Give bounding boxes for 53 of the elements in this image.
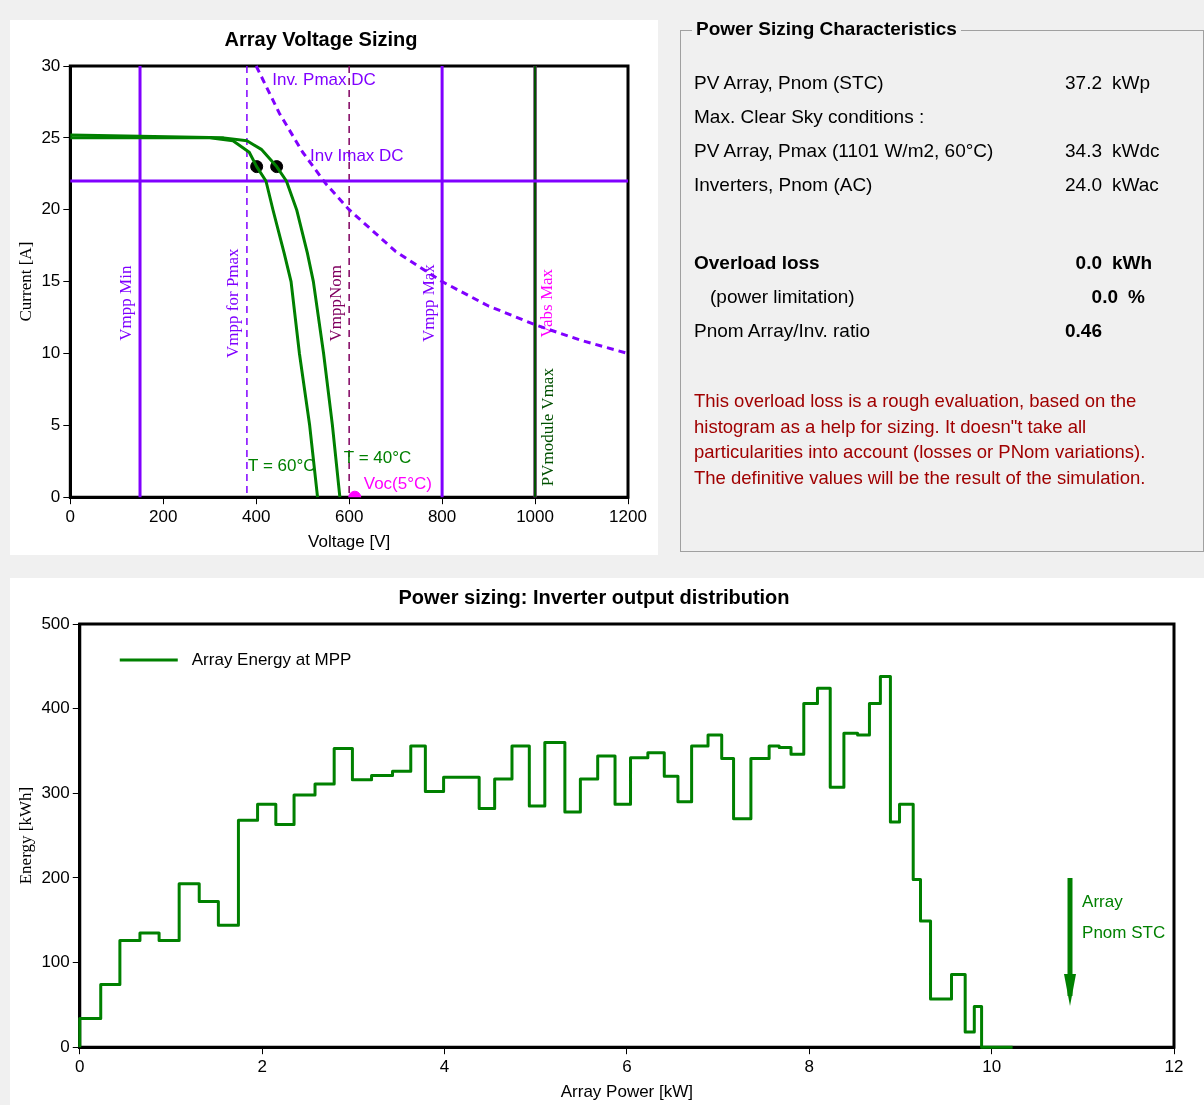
x-tick-label: 0 — [75, 1057, 85, 1077]
ref-line-label: Vmpp for Pmax — [223, 247, 243, 358]
ref-line-label: Vmpp Max — [418, 263, 438, 343]
legend-label: Array Energy at MPP — [191, 649, 352, 669]
text: Power Sizing Characteristics — [692, 18, 961, 40]
x-tick-label: 8 — [804, 1057, 814, 1077]
ref-line-label: VmppNom — [325, 264, 345, 342]
series-label: Inv. Pmax DC — [272, 70, 376, 90]
text: PV Array, Pmax (1101 W/m2, 60°C) 34.3 kWdc — [694, 140, 1160, 161]
y-tick-label: 0 — [60, 1036, 70, 1056]
text: Inverters, Pnom (AC) 24.0 kWac — [694, 174, 1159, 195]
ref-line-label: Vmpp Min — [116, 265, 136, 341]
x-tick-label: 200 — [149, 507, 178, 527]
x-tick-label: 800 — [427, 507, 457, 527]
y-tick-label: 25 — [41, 127, 61, 147]
chart-title: Array Voltage Sizing — [224, 27, 418, 50]
y-tick-label: 500 — [41, 613, 70, 633]
y-tick-label: 400 — [41, 698, 70, 718]
y-tick-label: 30 — [41, 55, 61, 75]
y-tick-label: 15 — [41, 271, 61, 291]
x-tick-label: 400 — [242, 507, 271, 527]
ref-line-label: Inv Imax DC — [310, 146, 404, 166]
x-axis-title: Array Power [kW] — [560, 1082, 694, 1102]
x-tick-label: 10 — [982, 1057, 1002, 1077]
y-tick-label: 300 — [41, 782, 70, 802]
x-tick-label: 6 — [622, 1057, 632, 1077]
chart-title: Power sizing: Inverter output distribution — [398, 585, 790, 608]
text: (power limitation) 0.0 % — [710, 286, 1145, 307]
y-tick-label: 5 — [50, 415, 61, 435]
x-tick-label: 12 — [1164, 1057, 1184, 1077]
y-tick-label: 100 — [41, 952, 70, 972]
text: Overload loss 0.0 kWh — [694, 252, 1153, 273]
y-axis-title: Current [A] — [15, 241, 35, 322]
x-tick-label: 600 — [334, 507, 364, 527]
x-tick-label: 1000 — [516, 507, 554, 527]
x-tick-label: 1200 — [609, 507, 647, 527]
series-label: T = 40°C — [343, 448, 412, 468]
y-tick-label: 0 — [50, 486, 61, 506]
series-label: Voc(5°C) — [363, 474, 432, 494]
annotation: Array Pnom STC — [1082, 891, 1166, 942]
y-axis-title: Energy [kWh] — [15, 786, 35, 885]
ref-line-label: PVmodule Vmax — [537, 367, 557, 487]
text: PV Array, Pnom (STC) 37.2 kWp — [694, 72, 1150, 93]
x-tick-label: 4 — [439, 1057, 450, 1077]
y-tick-label: 20 — [41, 199, 61, 219]
text: This overload loss is a rough evaluation, based on the histogram as a help for sizing. It doesn"t take all particularities into account (losses or PNom variations). — [694, 389, 1147, 464]
x-axis-title: Voltage [V] — [308, 532, 391, 552]
y-tick-label: 200 — [41, 867, 70, 887]
text: The definitive values will be the result of the simulation. — [694, 465, 1147, 490]
y-tick-label: 10 — [41, 343, 61, 363]
text: Pnom Array/Inv. ratio 0.46 — [694, 320, 1102, 341]
x-tick-label: 2 — [257, 1057, 267, 1077]
text: Max. Clear Sky conditions : — [694, 105, 926, 129]
